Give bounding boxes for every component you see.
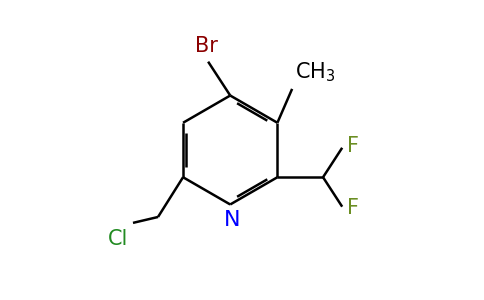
Text: Br: Br [195, 36, 218, 56]
Text: F: F [347, 136, 359, 156]
Text: Cl: Cl [108, 229, 129, 249]
Text: N: N [224, 210, 240, 230]
Text: F: F [347, 198, 359, 218]
Text: CH$_3$: CH$_3$ [295, 61, 335, 85]
